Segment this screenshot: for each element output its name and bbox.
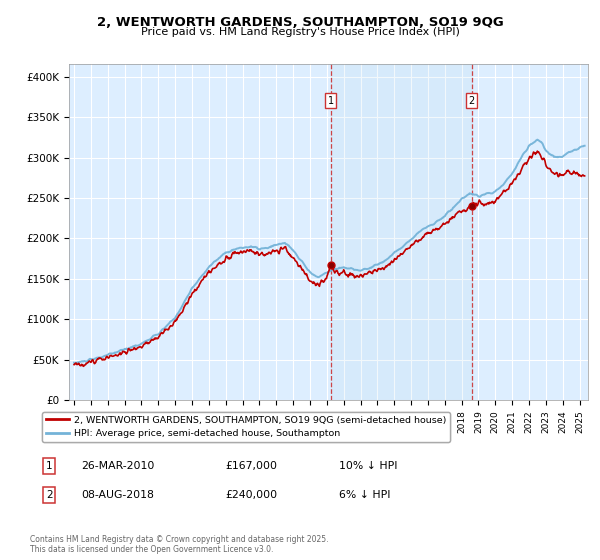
Text: Contains HM Land Registry data © Crown copyright and database right 2025.
This d: Contains HM Land Registry data © Crown c… bbox=[30, 535, 329, 554]
Legend: 2, WENTWORTH GARDENS, SOUTHAMPTON, SO19 9QG (semi-detached house), HPI: Average : 2, WENTWORTH GARDENS, SOUTHAMPTON, SO19 … bbox=[42, 412, 450, 442]
Text: 1: 1 bbox=[328, 96, 334, 106]
Text: £240,000: £240,000 bbox=[225, 490, 277, 500]
Text: £167,000: £167,000 bbox=[225, 461, 277, 471]
Bar bbox=[331, 64, 472, 400]
Text: 2, WENTWORTH GARDENS, SOUTHAMPTON, SO19 9QG: 2, WENTWORTH GARDENS, SOUTHAMPTON, SO19 … bbox=[97, 16, 503, 29]
Text: 2: 2 bbox=[469, 96, 475, 106]
Text: Price paid vs. HM Land Registry's House Price Index (HPI): Price paid vs. HM Land Registry's House … bbox=[140, 27, 460, 37]
Text: 10% ↓ HPI: 10% ↓ HPI bbox=[339, 461, 397, 471]
Text: 26-MAR-2010: 26-MAR-2010 bbox=[81, 461, 154, 471]
Text: 6% ↓ HPI: 6% ↓ HPI bbox=[339, 490, 391, 500]
Text: 08-AUG-2018: 08-AUG-2018 bbox=[81, 490, 154, 500]
Text: 1: 1 bbox=[46, 461, 53, 471]
Text: 2: 2 bbox=[46, 490, 53, 500]
